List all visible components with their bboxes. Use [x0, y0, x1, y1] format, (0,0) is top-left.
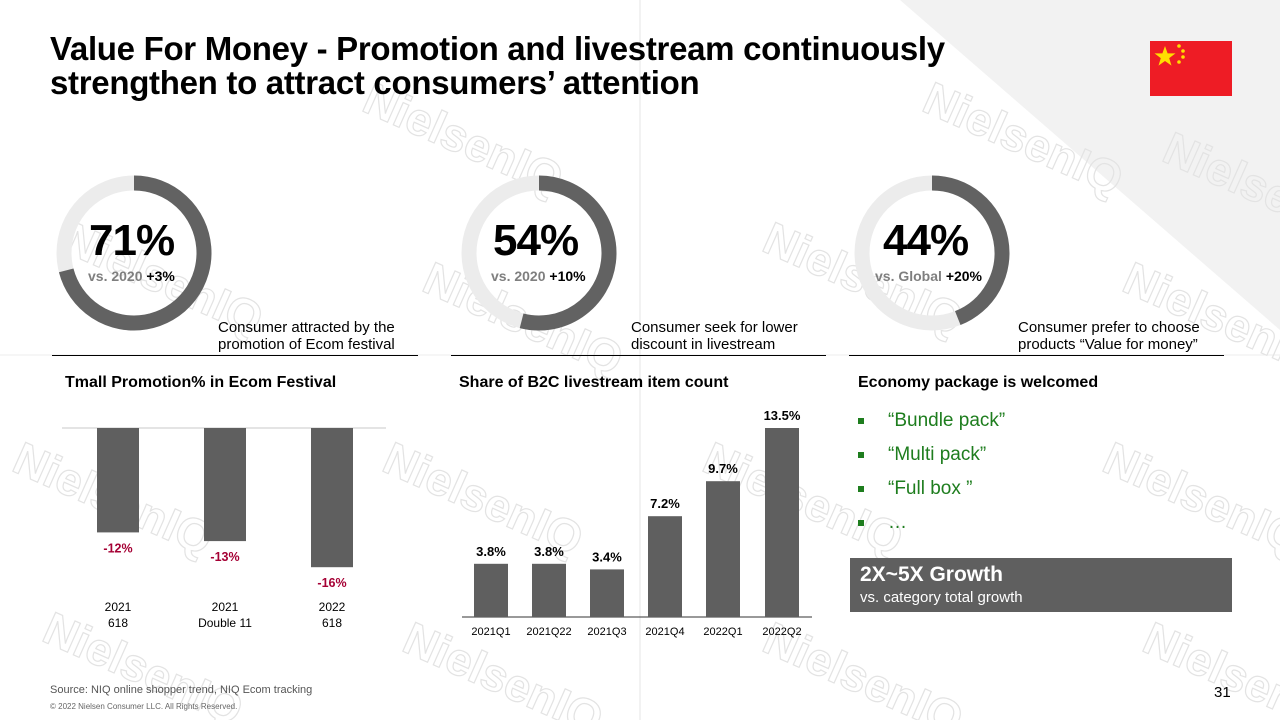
- bullet-square-icon: [858, 418, 864, 424]
- data-label: 3.4%: [592, 549, 622, 564]
- bullet-text: “Bundle pack”: [888, 410, 1006, 431]
- growth-headline: 2X~5X Growth: [860, 563, 1003, 586]
- kpi-desc-line: Consumer seek for lower: [631, 319, 798, 336]
- x-tick-label: 2021Q3: [587, 626, 626, 638]
- bullet-text: “Multi pack”: [888, 444, 987, 465]
- data-label: -16%: [317, 576, 346, 590]
- kpi-sub-3: vs. Global +20%: [875, 268, 982, 284]
- flag-small-star: [1177, 60, 1181, 64]
- bar: [532, 563, 566, 617]
- page-title-line-2: strengthen to attract consumers’ attenti…: [50, 64, 700, 101]
- data-label: -12%: [103, 541, 132, 555]
- kpi-desc-2: Consumer seek for lower discount in lives…: [631, 319, 798, 353]
- bar: [706, 481, 740, 617]
- kpi-desc-line: products “Value for money”: [1018, 336, 1198, 353]
- bar: [97, 428, 139, 533]
- x-tick-label: 2021Q22: [526, 626, 571, 638]
- flag-big-star: [1154, 46, 1176, 66]
- bar: [311, 428, 353, 568]
- watermark-text: NielsenIQ: [1096, 432, 1280, 566]
- copyright-note: © 2022 Nielsen Consumer LLC. All Rights …: [50, 702, 238, 711]
- livestream-share-title: Share of B2C livestream item count: [459, 374, 729, 391]
- bar: [648, 516, 682, 617]
- flag-small-star: [1181, 55, 1185, 59]
- bullet-square-icon: [858, 486, 864, 492]
- kpi-desc-line: Consumer prefer to choose: [1018, 319, 1200, 336]
- kpi-sub-1: vs. 2020 +3%: [88, 268, 175, 284]
- section-divider: [451, 355, 826, 356]
- data-label: -13%: [210, 550, 239, 564]
- x-tick-label: 2021Q1: [471, 626, 510, 638]
- livestream-share-chart: 3.8% 2021Q1 3.8% 2021Q22 3.4% 2021Q3 7.2% 2021Q…: [462, 408, 812, 638]
- tmall-promotion-chart: -12% 2021 618 -13% 2021 Double 11 -16% 2022 618: [62, 427, 386, 630]
- source-note: Source: NIQ online shopper trend, NIQ Ec…: [50, 684, 313, 696]
- kpi-sub-compare: vs. Global: [875, 268, 942, 284]
- economy-bullet-list: “Bundle pack” “Multi pack” “Full box ” …: [858, 405, 1005, 541]
- page-number: 31: [1214, 684, 1231, 701]
- x-tick-label: 2021Q4: [645, 626, 684, 638]
- kpi-desc-line: promotion of Ecom festival: [218, 336, 395, 353]
- bullet-text: “Full box ”: [888, 478, 973, 499]
- section-divider: [52, 355, 418, 356]
- page-title: Value For Money - Promotion and livestre…: [50, 32, 1110, 100]
- kpi-value-1: 71%: [89, 216, 175, 265]
- kpi-desc-3: Consumer prefer to choose products “Value…: [1018, 319, 1200, 353]
- flag-small-star: [1181, 49, 1185, 53]
- data-label: 13.5%: [764, 408, 801, 423]
- china-flag-icon: [1150, 41, 1232, 96]
- list-item: …: [858, 507, 1005, 541]
- x-tick-label: 2022: [319, 600, 346, 614]
- page-title-line-1: Value For Money - Promotion and livestre…: [50, 30, 945, 67]
- kpi-sub-compare: vs. 2020: [88, 268, 143, 284]
- list-item: “Full box ”: [858, 473, 1005, 507]
- x-tick-label: 2022Q1: [703, 626, 742, 638]
- flag-small-star: [1177, 44, 1181, 48]
- x-tick-label: 2021: [105, 600, 132, 614]
- tmall-promotion-title: Tmall Promotion% in Ecom Festival: [65, 374, 337, 391]
- watermark-text: NielsenIQ: [1136, 612, 1280, 720]
- data-label: 7.2%: [650, 496, 680, 511]
- kpi-sub-compare: vs. 2020: [491, 268, 546, 284]
- x-tick-label: 2021: [212, 600, 239, 614]
- kpi-ring-charts: [56, 175, 1010, 331]
- bar: [590, 569, 624, 617]
- list-item: “Bundle pack”: [858, 405, 1005, 439]
- data-label: 3.8%: [476, 544, 506, 559]
- data-label: 9.7%: [708, 461, 738, 476]
- kpi-sub-change: +3%: [146, 268, 175, 284]
- growth-callout: 2X~5X Growth vs. category total growth: [850, 558, 1232, 612]
- bar: [474, 563, 508, 617]
- bar: [204, 428, 246, 542]
- bar: [765, 428, 799, 617]
- kpi-ring-fill: [58, 175, 212, 331]
- kpi-desc-line: discount in livestream: [631, 336, 776, 353]
- kpi-sub-change: +10%: [549, 268, 586, 284]
- x-tick-label: 618: [322, 616, 342, 630]
- kpi-sub-2: vs. 2020 +10%: [491, 268, 586, 284]
- growth-subtext: vs. category total growth: [860, 589, 1023, 606]
- bullet-text: …: [888, 512, 907, 533]
- x-tick-label: 2022Q2: [762, 626, 801, 638]
- data-label: 3.8%: [534, 544, 564, 559]
- x-tick-label: Double 11: [198, 616, 252, 630]
- list-item: “Multi pack”: [858, 439, 1005, 473]
- economy-package-title: Economy package is welcomed: [858, 374, 1099, 391]
- kpi-sub-change: +20%: [945, 268, 983, 284]
- section-divider: [849, 355, 1224, 356]
- kpi-ring-fill: [931, 175, 1010, 326]
- kpi-desc-1: Consumer attracted by the promotion of Ec…: [218, 319, 395, 353]
- x-tick-label: 618: [108, 616, 128, 630]
- kpi-ring-fill: [519, 175, 617, 331]
- bullet-square-icon: [858, 452, 864, 458]
- kpi-value-2: 54%: [493, 216, 579, 265]
- kpi-desc-line: Consumer attracted by the: [218, 319, 395, 336]
- kpi-value-3: 44%: [883, 216, 969, 265]
- bullet-square-icon: [858, 520, 864, 526]
